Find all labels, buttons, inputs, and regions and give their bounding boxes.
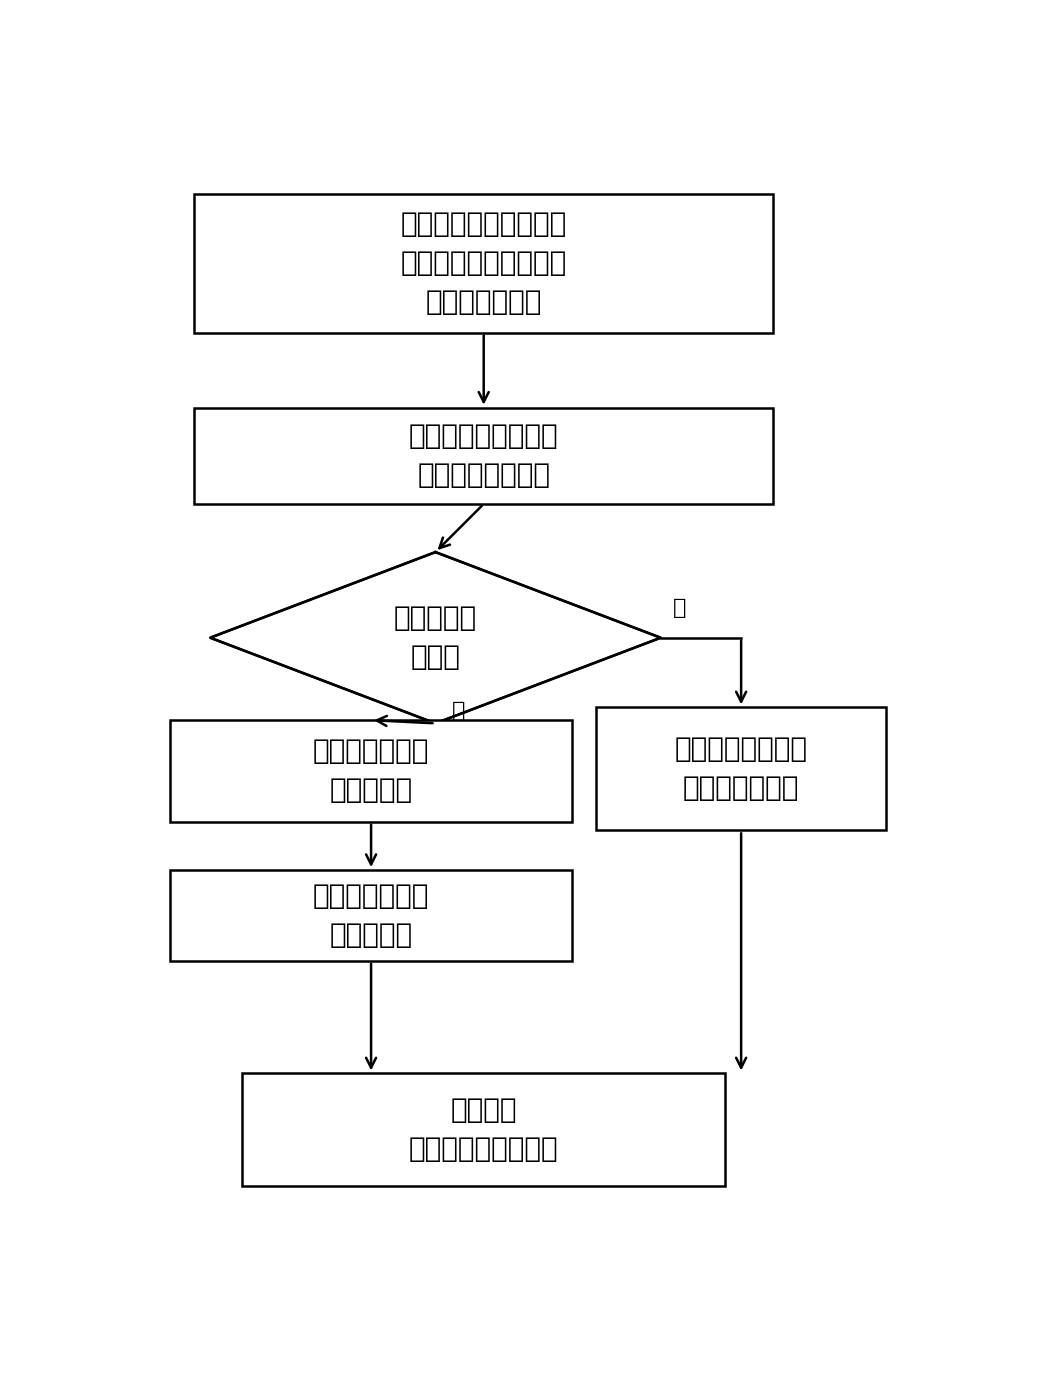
Text: 是: 是	[452, 701, 465, 721]
Bar	[170, 870, 572, 960]
Bar	[194, 193, 773, 332]
Text: 录入地面磁共振数据，
测量实验地点地磁场，
计算拉莫尔频率: 录入地面磁共振数据， 测量实验地点地磁场， 计算拉莫尔频率	[401, 210, 567, 316]
Polygon shape	[210, 552, 660, 723]
Text: 基于拟合方法去
除邻频谐波: 基于拟合方法去 除邻频谐波	[312, 883, 430, 949]
Text: 输出结果
（地面磁共振信号）: 输出结果 （地面磁共振信号）	[409, 1097, 558, 1163]
Text: 进行谐波建模，去
除所有工频谐波: 进行谐波建模，去 除所有工频谐波	[675, 735, 808, 802]
Text: 是否存在邻
频谐波: 是否存在邻 频谐波	[393, 605, 477, 671]
Bar	[596, 708, 886, 830]
Text: 搜索工频谐波基频，
计算所有谐波系数: 搜索工频谐波基频， 计算所有谐波系数	[409, 423, 558, 489]
Bar	[243, 1073, 725, 1186]
Bar	[194, 407, 773, 505]
Text: 否: 否	[673, 599, 686, 619]
Text: 去除邻频谐波外
的工频谐波: 去除邻频谐波外 的工频谐波	[312, 738, 430, 805]
Bar	[170, 720, 572, 821]
